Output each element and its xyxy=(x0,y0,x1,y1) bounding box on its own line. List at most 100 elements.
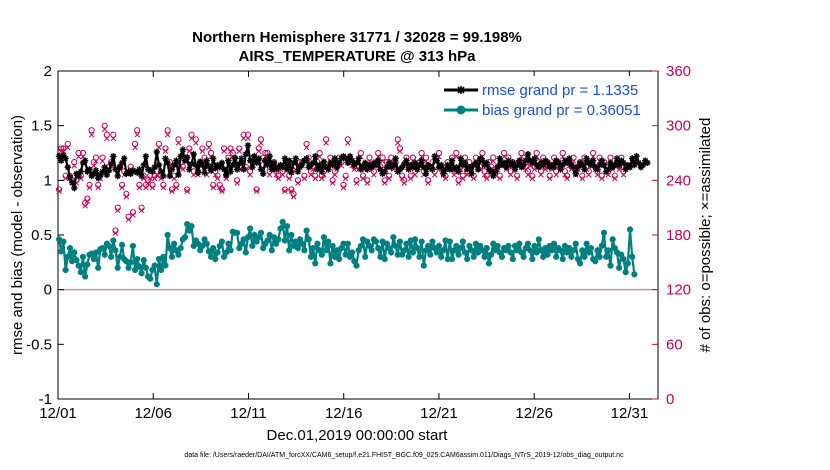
rmse-point xyxy=(259,170,267,177)
obs-assimilated-point xyxy=(110,135,117,142)
rmse-point xyxy=(392,155,399,162)
rmse-point xyxy=(303,155,310,162)
rmse-point xyxy=(164,159,171,167)
bias-point xyxy=(279,218,286,225)
rmse-point xyxy=(375,157,382,164)
obs-assimilated-point xyxy=(214,175,221,182)
obs-assimilated-point xyxy=(75,153,82,160)
obs-possible-point xyxy=(301,172,308,179)
obs-possible-point xyxy=(366,154,373,161)
x-tick-label: 12/26 xyxy=(515,405,553,422)
rmse-point xyxy=(516,157,523,164)
bias-point xyxy=(362,253,369,260)
bias-point xyxy=(329,242,336,250)
obs-assimilated-point xyxy=(227,148,234,154)
obs-assimilated-point xyxy=(514,175,520,182)
bias-point xyxy=(320,234,328,241)
bias-point xyxy=(390,234,397,241)
bias-point xyxy=(108,253,115,260)
obs-assimilated-point xyxy=(282,188,288,195)
rmse-point xyxy=(309,159,317,167)
obs-possible-point xyxy=(99,154,106,161)
bias-point xyxy=(312,260,319,267)
bias-point xyxy=(583,240,590,247)
rmse-point xyxy=(244,142,252,149)
rmse-point xyxy=(429,166,436,173)
x-tick-label: 12/16 xyxy=(325,405,363,422)
obs-possible-point xyxy=(407,172,414,179)
bias-point xyxy=(598,242,605,250)
y-tick-label: -0.5 xyxy=(26,336,52,353)
obs-assimilated-point xyxy=(481,172,488,178)
obs-assimilated-point xyxy=(397,148,403,154)
bias-point xyxy=(125,264,132,271)
rmse-point xyxy=(270,159,278,167)
obs-assimilated-point xyxy=(564,175,570,182)
obs-possible-point xyxy=(529,172,536,179)
bias-point xyxy=(140,257,147,264)
obs-possible-point xyxy=(188,131,195,138)
rmse-point xyxy=(390,161,397,169)
bias-point xyxy=(127,259,134,266)
bias-point xyxy=(168,253,176,260)
obs-assimilated-point xyxy=(136,184,143,191)
rmse-point xyxy=(572,170,579,177)
obs-assimilated-point xyxy=(371,172,377,178)
obs-assimilated-point xyxy=(193,140,199,146)
rmse-point xyxy=(264,161,271,169)
obs-possible-point xyxy=(546,172,553,179)
bias-point xyxy=(505,242,512,250)
bias-point xyxy=(425,242,432,250)
rmse-point xyxy=(166,172,173,180)
obs-assimilated-point xyxy=(332,172,338,178)
bias-point xyxy=(275,236,282,243)
obs-assimilated-point xyxy=(71,163,78,169)
bias-point xyxy=(468,247,475,254)
obs-assimilated-point xyxy=(119,184,125,191)
obs-assimilated-point xyxy=(88,132,95,138)
y-tick-label: 1.5 xyxy=(31,118,52,135)
obs-possible-point xyxy=(136,181,143,188)
bias-point xyxy=(84,261,91,268)
bias-point xyxy=(607,262,614,269)
rmse-point xyxy=(238,155,245,162)
rmse-point xyxy=(320,158,328,165)
rmse-point xyxy=(631,161,638,169)
bias-point xyxy=(416,253,423,260)
rmse-point xyxy=(173,157,180,164)
bias-point xyxy=(609,236,616,243)
obs-assimilated-point xyxy=(206,144,212,151)
rmse-point xyxy=(175,171,182,179)
rmse-point xyxy=(361,159,369,167)
rmse-point xyxy=(107,160,115,168)
y2-tick-label: 180 xyxy=(666,227,691,244)
bias-point xyxy=(548,247,555,254)
y2-tick-label: 240 xyxy=(666,172,691,189)
obs-assimilated-point xyxy=(125,216,132,223)
bias-point xyxy=(375,245,382,252)
bias-point xyxy=(592,258,599,265)
obs-possible-point xyxy=(123,190,130,198)
obs-assimilated-point xyxy=(401,180,408,186)
obs-assimilated-point xyxy=(149,184,156,191)
bias-point xyxy=(283,223,291,230)
rmse-point xyxy=(403,157,410,164)
rmse-point xyxy=(483,159,490,167)
bias-point xyxy=(481,253,488,260)
rmse-point xyxy=(68,179,76,186)
obs-assimilated-point xyxy=(256,148,262,154)
obs-possible-point xyxy=(236,145,243,152)
obs-possible-point xyxy=(496,172,503,179)
rmse-point xyxy=(136,166,143,173)
bias-point xyxy=(60,238,67,245)
bias-point xyxy=(349,249,356,256)
legend: rmse grand pr = 1.1335 bias grand pr = 0… xyxy=(440,76,654,122)
obs-possible-point xyxy=(233,177,241,184)
obs-possible-point xyxy=(453,149,460,157)
obs-possible-point xyxy=(425,177,432,184)
bias-point xyxy=(64,253,71,260)
bias-point xyxy=(535,236,542,243)
obs-possible-point xyxy=(394,136,401,143)
obs-possible-point xyxy=(479,149,486,157)
y-tick-label: 1 xyxy=(44,172,52,189)
